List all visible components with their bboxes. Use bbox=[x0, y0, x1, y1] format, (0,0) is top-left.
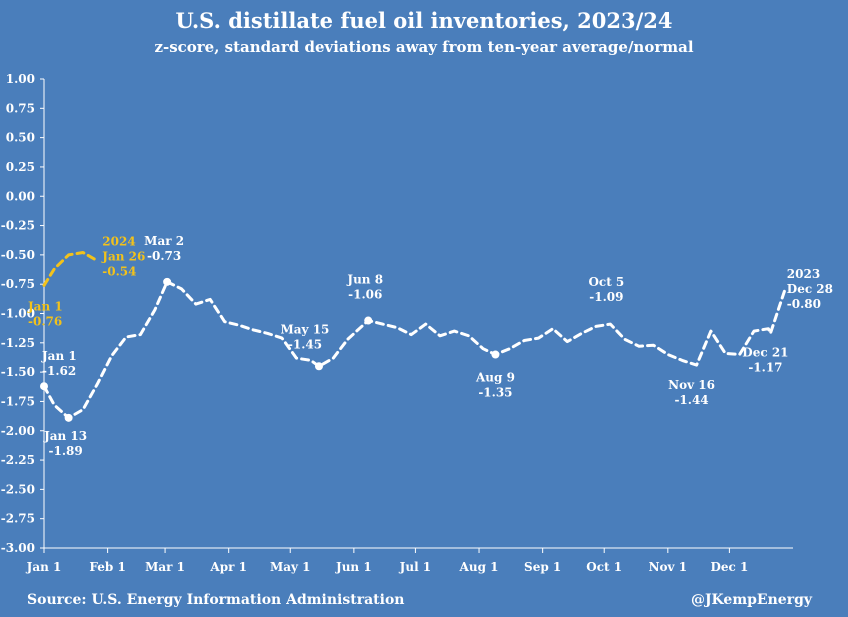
annotation-dec28: -0.80 bbox=[787, 297, 821, 311]
x-tick-label: Apr 1 bbox=[209, 560, 247, 574]
y-tick-label: -2.75 bbox=[1, 512, 35, 526]
annotation-jan13: Jan 13 bbox=[43, 429, 87, 443]
x-tick-label: Aug 1 bbox=[459, 560, 499, 574]
annotation-jan1-2023: Jan 1 bbox=[41, 349, 77, 363]
annotation-dec28: Dec 28 bbox=[787, 282, 833, 296]
y-tick-label: 1.00 bbox=[6, 72, 35, 86]
annotation-oct5: Oct 5 bbox=[588, 275, 624, 289]
annotation-jun8: -1.06 bbox=[348, 288, 382, 302]
x-tick-label: Feb 1 bbox=[89, 560, 125, 574]
annotation-dec28: 2023 bbox=[787, 267, 820, 281]
annotation-jan1-2023: -1.62 bbox=[42, 364, 76, 378]
author-handle: @JKempEnergy bbox=[690, 592, 812, 608]
annotation-jan26: Jan 26 bbox=[101, 250, 145, 264]
annotation-nov16: Nov 16 bbox=[668, 378, 715, 392]
x-tick-label: Nov 1 bbox=[649, 560, 687, 574]
y-tick-label: -2.50 bbox=[1, 482, 35, 496]
annotation-mar2: -0.73 bbox=[147, 249, 181, 263]
x-tick-label: Sep 1 bbox=[524, 560, 561, 574]
series-line-2023 bbox=[42, 280, 787, 420]
annotation-jan26: -0.54 bbox=[102, 265, 136, 279]
annotation-aug9: -1.35 bbox=[478, 386, 512, 400]
annotation-jan1-2024: Jan 1 bbox=[27, 299, 63, 313]
series-line-2024 bbox=[42, 251, 97, 287]
y-tick-label: -2.25 bbox=[1, 453, 35, 467]
y-tick-label: 0.25 bbox=[6, 160, 35, 174]
point-marker-aug9 bbox=[491, 350, 500, 359]
annotation-aug9: Aug 9 bbox=[475, 371, 515, 385]
annotation-mar2: Mar 2 bbox=[144, 234, 184, 248]
y-tick-label: 0.00 bbox=[6, 189, 35, 203]
annotation-jan1-2024: -0.76 bbox=[28, 314, 62, 328]
x-tick-label: Jul 1 bbox=[399, 560, 432, 574]
x-tick-label: Mar 1 bbox=[145, 560, 185, 574]
annotation-jan13: -1.89 bbox=[49, 444, 83, 458]
annotation-may15: -1.45 bbox=[288, 337, 322, 351]
point-marker-jun8 bbox=[364, 316, 373, 325]
y-tick-label: -3.00 bbox=[1, 541, 35, 555]
y-tick-label: 0.50 bbox=[6, 131, 35, 145]
x-tick-label: Jan 1 bbox=[26, 560, 62, 574]
annotation-dec21: -1.17 bbox=[748, 360, 782, 374]
y-tick-label: 0.75 bbox=[6, 101, 35, 115]
y-tick-label: -0.75 bbox=[1, 277, 35, 291]
annotation-dec21: Dec 21 bbox=[742, 345, 788, 359]
y-tick-label: -2.00 bbox=[1, 424, 35, 438]
point-marker-jan13 bbox=[64, 413, 73, 422]
y-tick-label: -1.50 bbox=[1, 365, 35, 379]
y-tick-label: -0.50 bbox=[1, 248, 35, 262]
source-note: Source: U.S. Energy Information Administ… bbox=[27, 592, 405, 608]
annotation-jun8: Jun 8 bbox=[346, 273, 383, 287]
chart-title: U.S. distillate fuel oil inventories, 20… bbox=[175, 8, 673, 33]
y-tick-label: -0.25 bbox=[1, 219, 35, 233]
chart-subtitle: z-score, standard deviations away from t… bbox=[154, 38, 694, 56]
x-tick-label: Dec 1 bbox=[710, 560, 748, 574]
annotation-nov16: -1.44 bbox=[674, 393, 708, 407]
x-tick-label: May 1 bbox=[270, 560, 311, 574]
point-marker-jan1-2023 bbox=[40, 382, 48, 391]
y-tick-label: -1.00 bbox=[1, 307, 35, 321]
point-marker-mar2 bbox=[163, 277, 172, 286]
y-tick-label: -1.75 bbox=[1, 394, 35, 408]
annotation-oct5: -1.09 bbox=[589, 290, 623, 304]
x-tick-label: Jun 1 bbox=[335, 560, 372, 574]
annotation-jan26: 2024 bbox=[102, 235, 135, 249]
point-marker-may15 bbox=[314, 362, 323, 371]
y-tick-label: -1.25 bbox=[1, 336, 35, 350]
x-tick-label: Oct 1 bbox=[586, 560, 622, 574]
annotation-may15: May 15 bbox=[281, 322, 330, 336]
